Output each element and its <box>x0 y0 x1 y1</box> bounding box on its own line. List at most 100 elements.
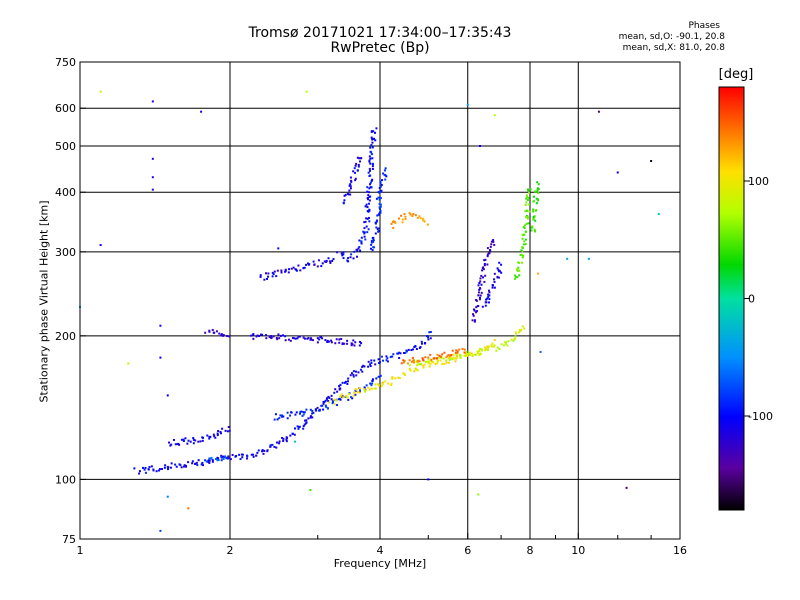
data-point <box>347 398 350 401</box>
data-point <box>519 253 522 256</box>
data-point <box>222 334 225 337</box>
data-point <box>369 181 372 184</box>
data-point <box>408 367 411 370</box>
data-point <box>328 396 331 399</box>
data-point <box>415 360 418 363</box>
data-point <box>334 342 337 345</box>
data-point <box>486 347 489 350</box>
data-point <box>309 415 312 418</box>
data-point <box>463 348 466 351</box>
data-point <box>354 164 357 167</box>
data-point <box>216 459 219 462</box>
data-point <box>158 468 161 471</box>
data-point <box>486 263 489 266</box>
data-point <box>446 354 449 357</box>
data-point <box>525 194 528 197</box>
data-point <box>164 464 167 467</box>
data-point <box>355 374 358 377</box>
data-point <box>196 464 199 467</box>
data-point <box>379 180 382 183</box>
data-point <box>386 360 389 363</box>
data-point <box>331 259 334 262</box>
data-point <box>155 470 158 473</box>
data-point <box>504 342 507 345</box>
data-point <box>436 360 439 363</box>
data-point <box>246 457 249 460</box>
y-tick-label: 200 <box>55 330 76 343</box>
data-point <box>431 361 434 364</box>
data-point <box>345 395 348 398</box>
data-point <box>263 278 266 281</box>
data-point <box>534 219 537 222</box>
data-point <box>441 353 444 356</box>
data-point <box>182 465 185 468</box>
data-point <box>280 271 283 274</box>
data-point <box>409 369 412 372</box>
data-point <box>535 209 538 212</box>
data-point <box>331 402 334 405</box>
data-point <box>356 255 359 258</box>
data-point <box>427 336 430 339</box>
data-point <box>480 349 483 352</box>
data-point <box>454 351 457 354</box>
data-point <box>507 340 510 343</box>
data-point <box>354 177 357 180</box>
data-point <box>404 351 407 354</box>
data-point <box>364 389 367 392</box>
data-point <box>403 374 406 377</box>
data-point <box>208 437 211 440</box>
data-point <box>207 459 210 462</box>
data-point <box>371 157 374 160</box>
data-point <box>152 469 155 472</box>
data-point <box>377 214 380 217</box>
data-point <box>307 262 310 265</box>
data-point <box>436 357 439 360</box>
data-point <box>412 212 415 215</box>
data-point <box>650 160 653 163</box>
data-point <box>378 187 381 190</box>
data-point <box>347 377 350 380</box>
data-point <box>459 356 462 359</box>
data-point <box>527 188 530 191</box>
data-point <box>174 443 177 446</box>
data-point <box>359 160 362 163</box>
data-point <box>365 203 368 206</box>
data-point <box>378 198 381 201</box>
colorbar-tick-label: 100 <box>748 175 769 188</box>
data-point <box>332 400 335 403</box>
data-point <box>402 359 405 362</box>
data-point <box>330 341 333 344</box>
data-point <box>384 380 387 383</box>
data-point <box>290 267 293 270</box>
data-point <box>355 248 358 251</box>
data-point <box>496 346 499 349</box>
data-point <box>342 253 345 256</box>
data-point <box>211 460 214 463</box>
data-point <box>500 343 503 346</box>
data-point <box>372 240 375 243</box>
data-point <box>360 240 363 243</box>
data-point <box>415 348 418 351</box>
data-point <box>525 201 528 204</box>
data-point <box>333 403 336 406</box>
data-point <box>475 306 478 309</box>
data-point <box>310 337 313 340</box>
data-point <box>374 383 377 386</box>
data-point <box>201 436 204 439</box>
data-point <box>327 340 330 343</box>
data-point <box>273 270 276 273</box>
data-point <box>521 255 524 258</box>
data-point <box>530 229 533 232</box>
data-point <box>325 405 328 408</box>
data-point <box>289 434 292 437</box>
data-point <box>365 217 368 220</box>
data-point <box>231 453 234 456</box>
data-point <box>392 353 395 356</box>
data-point <box>490 243 493 246</box>
data-point <box>323 401 326 404</box>
data-point <box>475 298 478 301</box>
data-point <box>394 222 397 225</box>
data-point <box>414 367 417 370</box>
data-point <box>265 337 268 340</box>
data-point <box>363 235 366 238</box>
